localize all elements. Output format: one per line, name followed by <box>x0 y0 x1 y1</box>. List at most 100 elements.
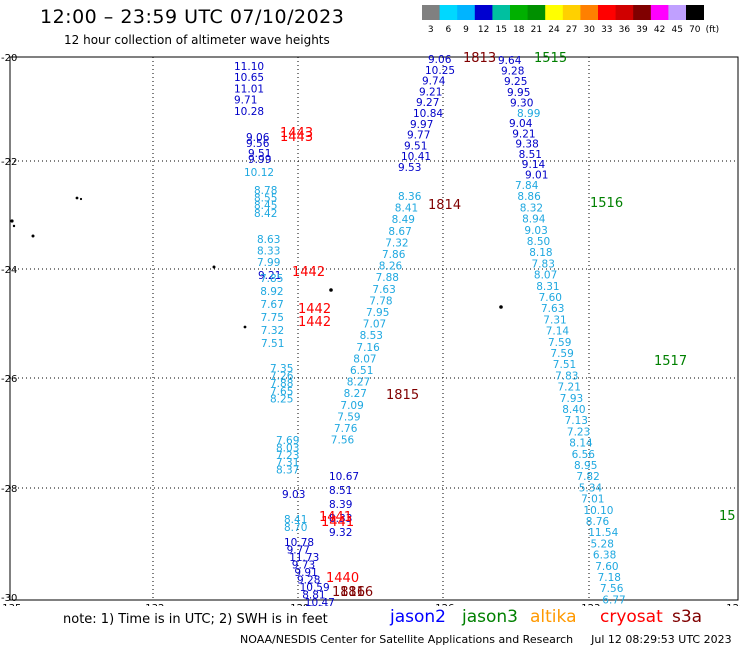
swh-value: 7.63 <box>541 303 564 315</box>
swh-value: 7.23 <box>567 426 590 438</box>
swh-value: 10.59 <box>300 582 330 594</box>
swh-value: 7.59 <box>337 411 360 423</box>
swh-value: 7.51 <box>261 338 284 350</box>
island-marker <box>79 197 83 201</box>
swh-value: 8.32 <box>520 202 543 214</box>
swh-value: 7.84 <box>515 180 539 192</box>
swh-value: 8.51 <box>519 149 542 161</box>
credit-line: NOAA/NESDIS Center for Satellite Applica… <box>240 633 740 646</box>
swh-value: 10.12 <box>244 167 274 179</box>
swh-value: 7.16 <box>356 342 380 354</box>
swh-value: 9.38 <box>515 139 538 151</box>
color-scale-label: 33 <box>601 25 612 35</box>
swh-value: 8.36 <box>398 191 422 203</box>
latitude-label: -24 <box>1 265 17 276</box>
swh-value: 9.27 <box>416 97 439 109</box>
swh-value: 8.55 <box>254 193 277 205</box>
swh-value: 7.32 <box>385 237 408 249</box>
swh-value: 9.77 <box>287 545 310 557</box>
swh-value: 6.51 <box>350 365 373 377</box>
swh-value: 9.06 <box>246 132 270 144</box>
color-swatch <box>598 5 616 20</box>
swh-value: 8.41 <box>395 203 418 215</box>
pass-time-label: 1815 <box>386 388 419 403</box>
pass-time-label: 15 <box>719 509 736 524</box>
swh-value: 7.59 <box>548 337 571 349</box>
swh-value: 9.32 <box>329 527 352 539</box>
swh-value: 9.56 <box>246 138 270 150</box>
color-scale-unit: (ft) <box>706 25 720 35</box>
swh-value: 9.28 <box>501 66 524 78</box>
swh-value: 7.23 <box>276 450 299 462</box>
color-scale-label: 39 <box>636 25 648 35</box>
island-marker <box>10 219 14 223</box>
swh-value: 10.25 <box>425 65 455 77</box>
pass-time-label: 1814 <box>428 198 461 213</box>
satellite-legend-altika: altika <box>530 607 577 627</box>
swh-value: 9.21 <box>258 270 281 282</box>
swh-value: 11.10 <box>234 61 264 73</box>
color-swatch <box>615 5 634 20</box>
swh-value: 9.06 <box>428 54 452 66</box>
swh-value: 8.78 <box>254 185 277 197</box>
swh-value: 9.51 <box>404 140 427 152</box>
color-swatch <box>492 5 511 20</box>
swh-value: 9.74 <box>422 76 446 88</box>
swh-value: 8.81 <box>302 590 325 602</box>
swh-value: 7.51 <box>553 359 576 371</box>
swh-value: 7.63 <box>372 284 395 296</box>
footnote: note: 1) Time is in UTC; 2) SWH is in fe… <box>63 612 328 627</box>
swh-value: 8.14 <box>569 438 593 450</box>
latitude-label: -26 <box>1 374 17 385</box>
swh-value: 9.64 <box>498 55 522 67</box>
swh-value: 9.14 <box>522 159 546 171</box>
color-scale-label: 6 <box>446 25 452 35</box>
swh-value: 8.49 <box>392 214 415 226</box>
longitude-label: -126 <box>432 603 455 606</box>
swh-value: 11.01 <box>234 83 264 95</box>
swh-value: 8.03 <box>276 442 299 454</box>
swh-value: 7.26 <box>270 371 294 383</box>
map-frame <box>9 56 739 601</box>
swh-value: 8.40 <box>562 404 585 416</box>
swh-value: 9.30 <box>510 97 533 109</box>
color-swatch <box>633 5 652 20</box>
color-scale-label: 27 <box>566 25 577 35</box>
pass-time-label: 1816 <box>332 585 365 600</box>
swh-value: 7.65 <box>270 386 293 398</box>
swh-values: 11.1010.6511.019.7110.289.069.569.519.99… <box>234 54 626 606</box>
swh-value: 8.45 <box>254 200 277 212</box>
swh-value: 7.83 <box>532 258 555 270</box>
swh-value: 7.95 <box>366 307 389 319</box>
color-swatch <box>668 5 687 20</box>
swh-value: 8.33 <box>329 513 352 525</box>
swh-value: 8.67 <box>388 226 411 238</box>
swh-value: 9.91 <box>294 567 317 579</box>
longitude-label: -123 <box>578 603 601 606</box>
map-gridlines <box>10 57 738 600</box>
swh-value: 9.71 <box>234 95 257 107</box>
color-scale-label: 24 <box>548 25 560 35</box>
swh-value: 7.86 <box>382 249 406 261</box>
swh-value: 10.41 <box>401 151 431 163</box>
swh-value: 7.69 <box>276 435 299 447</box>
island-marker <box>75 196 79 200</box>
color-scale-label: 9 <box>463 25 469 35</box>
swh-value: 7.78 <box>369 295 392 307</box>
swh-value: 9.95 <box>507 87 530 99</box>
swh-value: 9.53 <box>398 162 421 174</box>
swh-value: 7.99 <box>257 257 280 269</box>
swh-value: 6.38 <box>593 550 616 562</box>
island-marker <box>499 305 503 309</box>
swh-value: 11.54 <box>588 527 618 539</box>
color-scale-label: 70 <box>689 25 701 35</box>
pass-time-label: 1515 <box>534 51 567 66</box>
swh-value: 8.31 <box>536 281 559 293</box>
swh-value: 9.28 <box>297 575 320 587</box>
swh-value: 8.51 <box>329 485 352 497</box>
swh-value: 8.95 <box>574 460 597 472</box>
swh-value: 8.07 <box>534 270 557 282</box>
swh-value: 9.25 <box>504 76 527 88</box>
swh-value: 7.76 <box>334 423 358 435</box>
swh-value: 7.56 <box>331 435 355 447</box>
